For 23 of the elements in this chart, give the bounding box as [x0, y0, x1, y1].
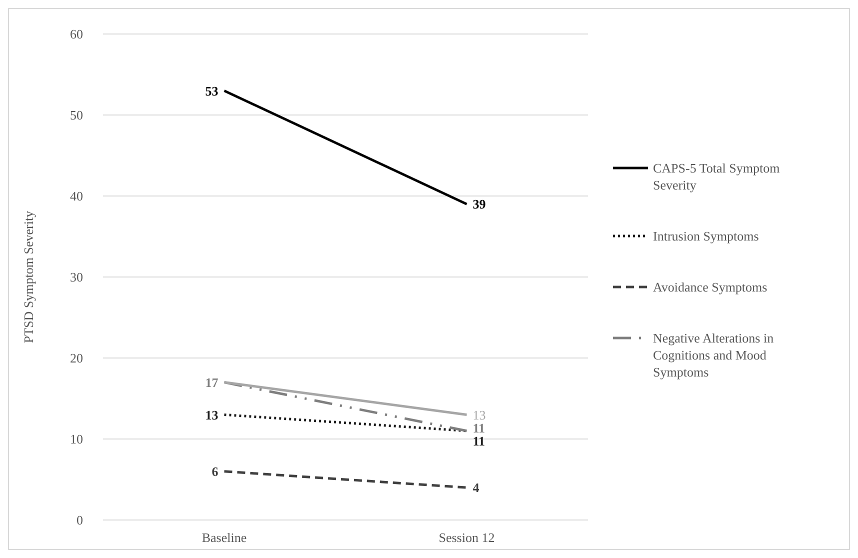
data-label: 13 — [205, 407, 219, 422]
y-tick-label: 50 — [70, 108, 83, 123]
y-tick-label: 40 — [70, 188, 83, 204]
y-tick-label: 60 — [70, 26, 83, 42]
y-tick-label: 0 — [76, 512, 83, 528]
data-label: 4 — [472, 480, 480, 496]
data-label: 11 — [472, 433, 486, 448]
legend-label: Intrusion Symptoms — [653, 228, 759, 244]
y-tick-label: 30 — [70, 270, 83, 285]
data-label: 13 — [472, 407, 486, 422]
legend-label: Negative Alterations in Cognitions and Mood Symptoms — [653, 330, 774, 380]
data-label: 11 — [472, 420, 486, 436]
data-label: 53 — [205, 83, 219, 98]
data-label: 17 — [205, 374, 219, 390]
x-tick-label: Baseline — [202, 530, 247, 545]
y-axis-title: PTSD Symptom Severity — [21, 210, 36, 344]
x-tick-label: Session 12 — [438, 530, 495, 545]
legend-label: CAPS-5 Total Symptom Severity — [653, 160, 780, 193]
y-tick-label: 20 — [70, 350, 83, 366]
data-label: 6 — [212, 464, 219, 479]
y-tick-label: 10 — [70, 432, 83, 447]
legend-label: Avoidance Symptoms — [653, 280, 768, 295]
data-label: 39 — [472, 196, 486, 212]
